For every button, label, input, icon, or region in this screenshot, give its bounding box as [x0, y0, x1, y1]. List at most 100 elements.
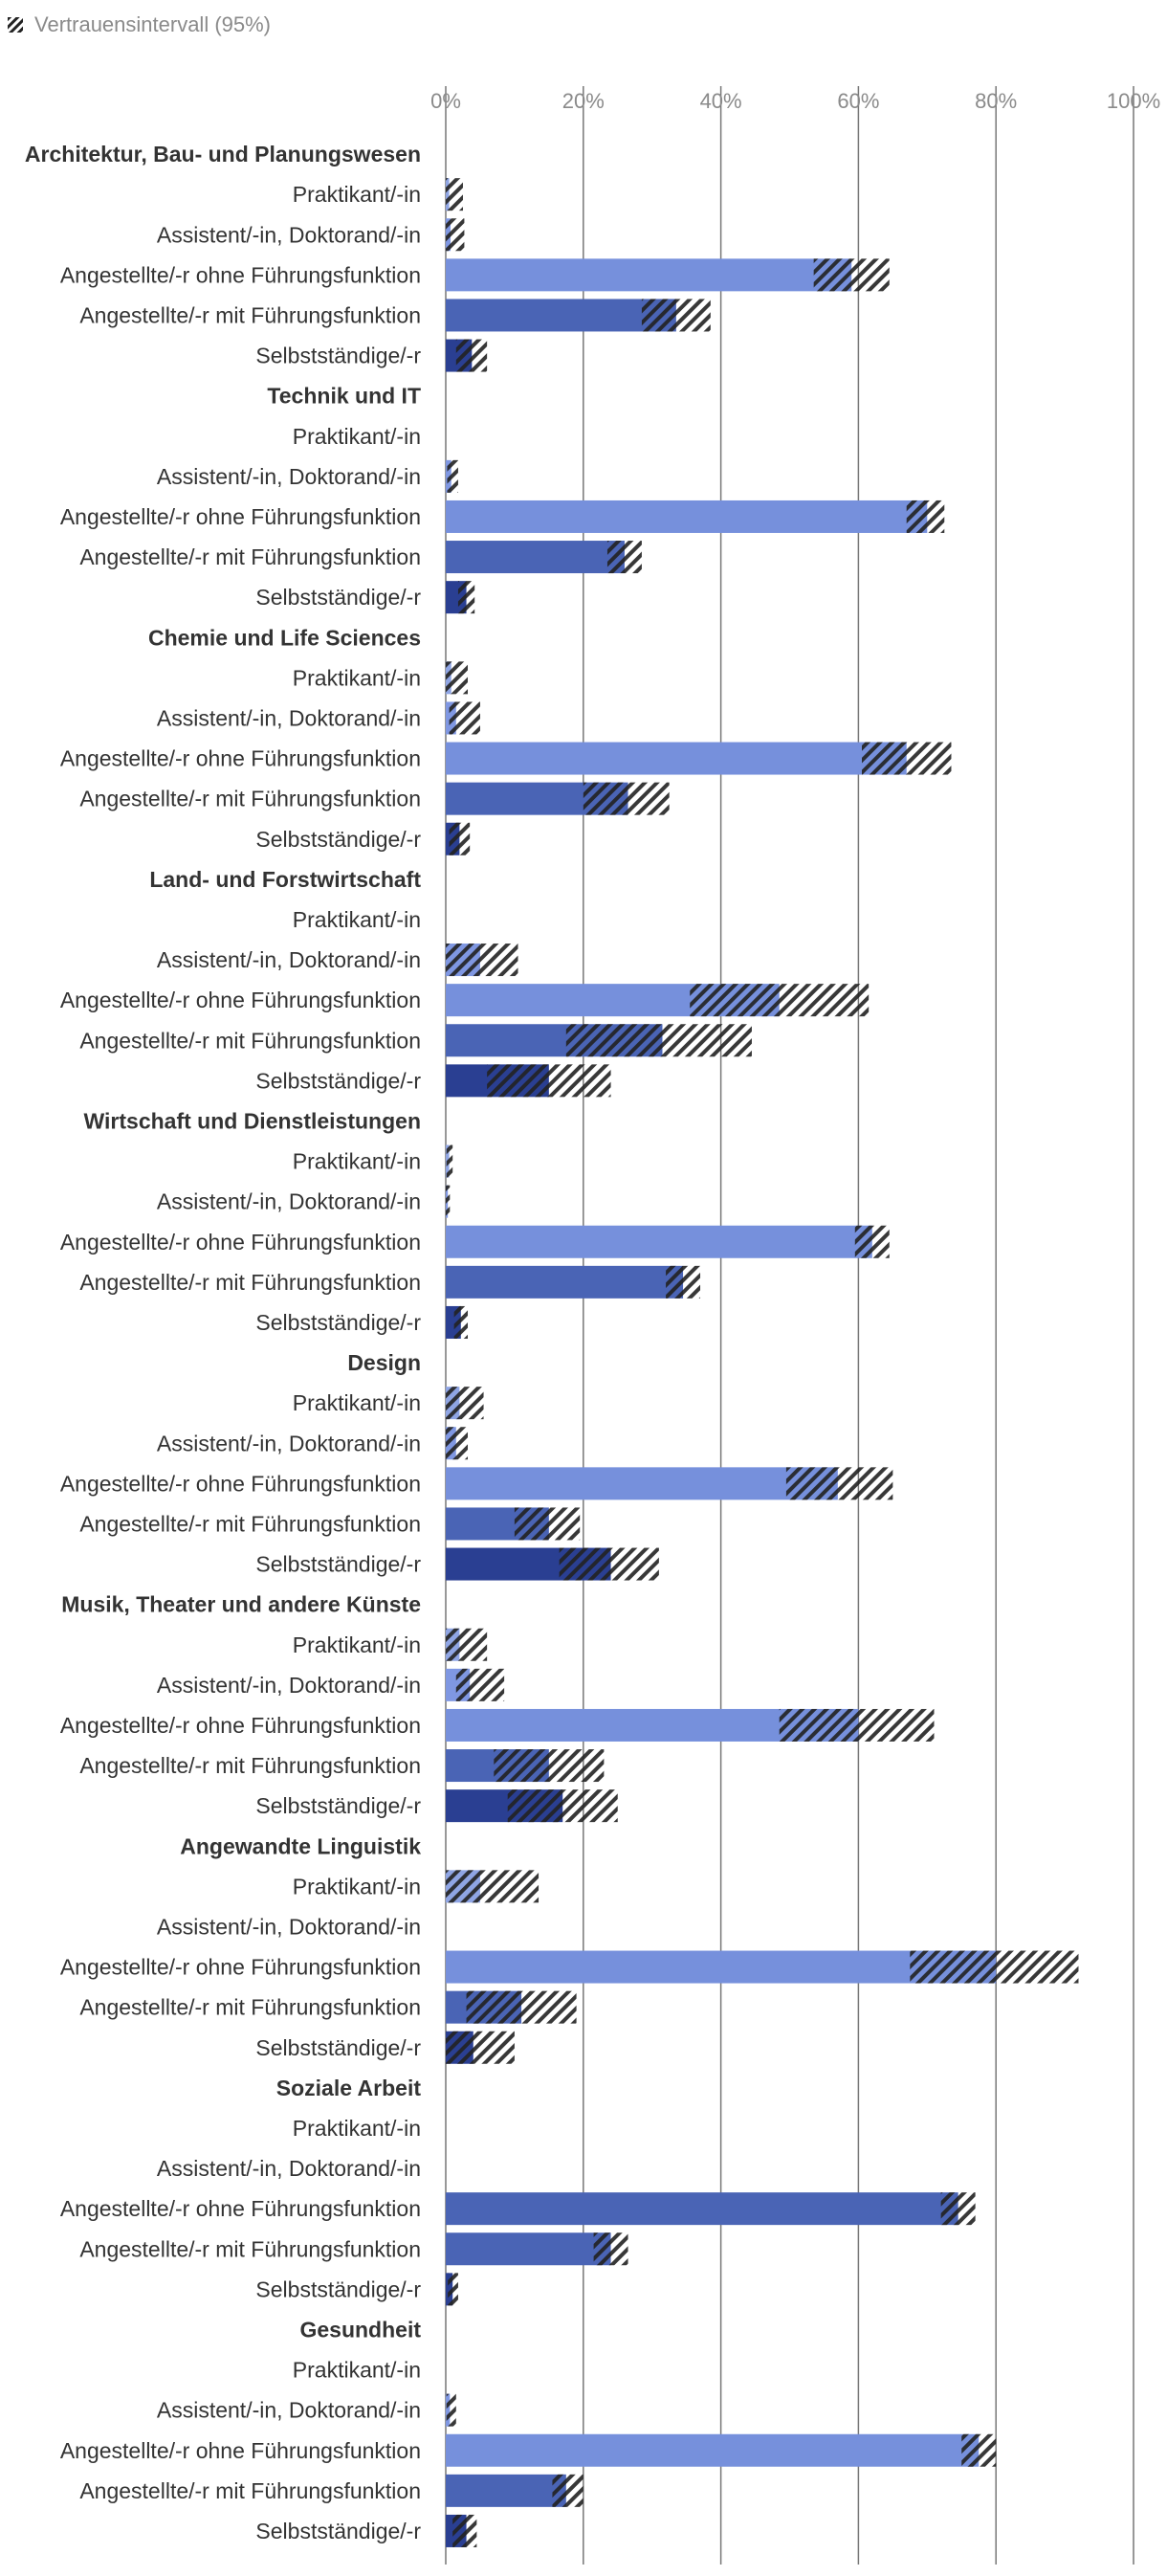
row-label: Angestellte/-r ohne Führungsfunktion — [60, 1230, 421, 1255]
row-label: Selbstständige/-r — [255, 1793, 421, 1818]
group-label: Gesundheit — [299, 2317, 421, 2342]
confidence-interval — [457, 581, 475, 614]
confidence-interval — [446, 1185, 451, 1218]
row-label: Assistent/-in, Doktorand/-in — [157, 1431, 421, 1455]
bar — [446, 258, 852, 292]
bar — [446, 2232, 611, 2266]
confidence-interval — [455, 339, 488, 372]
group-label: Soziale Arbeit — [276, 2076, 422, 2100]
x-tick-label: 60% — [837, 89, 879, 113]
confidence-interval — [861, 742, 952, 775]
group-label: Land- und Forstwirtschaft — [149, 867, 421, 892]
bars — [446, 178, 1079, 2547]
confidence-interval — [447, 459, 458, 493]
row-label: Selbstständige/-r — [255, 2519, 421, 2543]
row-label: Assistent/-in, Doktorand/-in — [157, 2398, 421, 2423]
row-label: Angestellte/-r ohne Führungsfunktion — [60, 1471, 421, 1496]
row-label: Angestellte/-r ohne Führungsfunktion — [60, 2438, 421, 2463]
bar — [446, 2433, 980, 2467]
confidence-interval — [446, 2031, 515, 2064]
confidence-interval — [507, 1789, 618, 1823]
row-labels: Architektur, Bau- und Planungswesen Prakt… — [25, 142, 421, 2543]
row-label: Angestellte/-r ohne Führungsfunktion — [60, 2196, 421, 2221]
row-label: Assistent/-in, Doktorand/-in — [157, 947, 421, 972]
group-label: Technik und IT — [267, 384, 421, 409]
hatch-swatch-icon — [8, 17, 23, 33]
row-label: Selbstständige/-r — [255, 2035, 421, 2060]
confidence-interval — [452, 2514, 477, 2547]
bar — [446, 1950, 997, 1984]
row-label: Praktikant/-in — [293, 182, 421, 207]
row-label: Angestellte/-r mit Führungsfunktion — [79, 1753, 421, 1778]
x-axis-ticks: 0% 20% 40% 60% 80% 100% — [430, 89, 1160, 113]
x-tick-label: 20% — [562, 89, 605, 113]
row-label: Angestellte/-r mit Führungsfunktion — [79, 2236, 421, 2261]
confidence-interval — [565, 1024, 752, 1057]
row-label: Praktikant/-in — [293, 1149, 421, 1174]
x-tick-label: 40% — [700, 89, 742, 113]
confidence-interval — [446, 1427, 469, 1460]
confidence-interval — [514, 1507, 581, 1541]
group-label: Wirtschaft und Dienstleistungen — [84, 1108, 421, 1133]
confidence-interval — [813, 258, 890, 292]
row-label: Angestellte/-r ohne Führungsfunktion — [60, 988, 421, 1012]
row-label: Assistent/-in, Doktorand/-in — [157, 1189, 421, 1214]
row-label: Assistent/-in, Doktorand/-in — [157, 1673, 421, 1698]
group-label: Design — [347, 1350, 421, 1375]
confidence-interval — [448, 2273, 458, 2306]
confidence-interval — [449, 701, 480, 735]
row-label: Angestellte/-r ohne Führungsfunktion — [60, 504, 421, 529]
bar — [446, 2192, 958, 2226]
row-label: Praktikant/-in — [293, 1632, 421, 1657]
bar — [446, 2474, 566, 2507]
row-label: Praktikant/-in — [293, 424, 421, 449]
confidence-interval — [494, 1749, 605, 1783]
confidence-interval — [453, 1305, 469, 1339]
bar — [446, 541, 625, 574]
bar — [446, 1265, 684, 1299]
row-label: Angestellte/-r ohne Führungsfunktion — [60, 262, 421, 287]
row-label: Selbstständige/-r — [255, 827, 421, 852]
confidence-interval — [446, 1628, 488, 1661]
confidence-interval — [455, 1668, 505, 1701]
row-label: Angestellte/-r mit Führungsfunktion — [79, 544, 421, 569]
confidence-interval — [690, 984, 870, 1017]
confidence-interval — [446, 1870, 539, 1903]
row-label: Angestellte/-r mit Führungsfunktion — [79, 2478, 421, 2503]
row-label: Angestellte/-r mit Führungsfunktion — [79, 1270, 421, 1295]
confidence-interval — [593, 2232, 628, 2266]
row-label: Selbstständige/-r — [255, 344, 421, 368]
bar — [446, 299, 676, 332]
confidence-interval — [449, 822, 471, 855]
row-label: Praktikant/-in — [293, 2116, 421, 2141]
x-tick-label: 80% — [975, 89, 1017, 113]
confidence-interval — [446, 1387, 484, 1420]
confidence-interval — [606, 541, 642, 574]
row-label: Praktikant/-in — [293, 2358, 421, 2383]
confidence-interval — [487, 1064, 611, 1098]
row-label: Praktikant/-in — [293, 1874, 421, 1899]
row-label: Assistent/-in, Doktorand/-in — [157, 705, 421, 730]
confidence-interval — [666, 1265, 701, 1299]
row-label: Selbstständige/-r — [255, 585, 421, 610]
row-label: Angestellte/-r ohne Führungsfunktion — [60, 746, 421, 771]
row-label: Angestellte/-r mit Führungsfunktion — [79, 1028, 421, 1053]
x-tick-label: 0% — [430, 89, 461, 113]
row-label: Angestellte/-r mit Führungsfunktion — [79, 1995, 421, 2020]
confidence-interval — [446, 178, 463, 211]
row-label: Angestellte/-r mit Führungsfunktion — [79, 1511, 421, 1536]
confidence-interval — [641, 299, 711, 332]
confidence-interval — [552, 2474, 584, 2507]
row-label: Selbstständige/-r — [255, 1310, 421, 1335]
row-label: Selbstständige/-r — [255, 2276, 421, 2301]
group-label: Angewandte Linguistik — [180, 1833, 421, 1858]
bar — [446, 742, 907, 775]
row-label: Angestellte/-r ohne Führungsfunktion — [60, 1713, 421, 1738]
confidence-interval — [466, 1990, 577, 2024]
confidence-interval — [446, 218, 465, 252]
confidence-interval — [940, 2192, 976, 2226]
row-label: Assistent/-in, Doktorand/-in — [157, 2156, 421, 2181]
confidence-interval — [779, 1708, 935, 1742]
confidence-interval — [446, 1144, 453, 1178]
